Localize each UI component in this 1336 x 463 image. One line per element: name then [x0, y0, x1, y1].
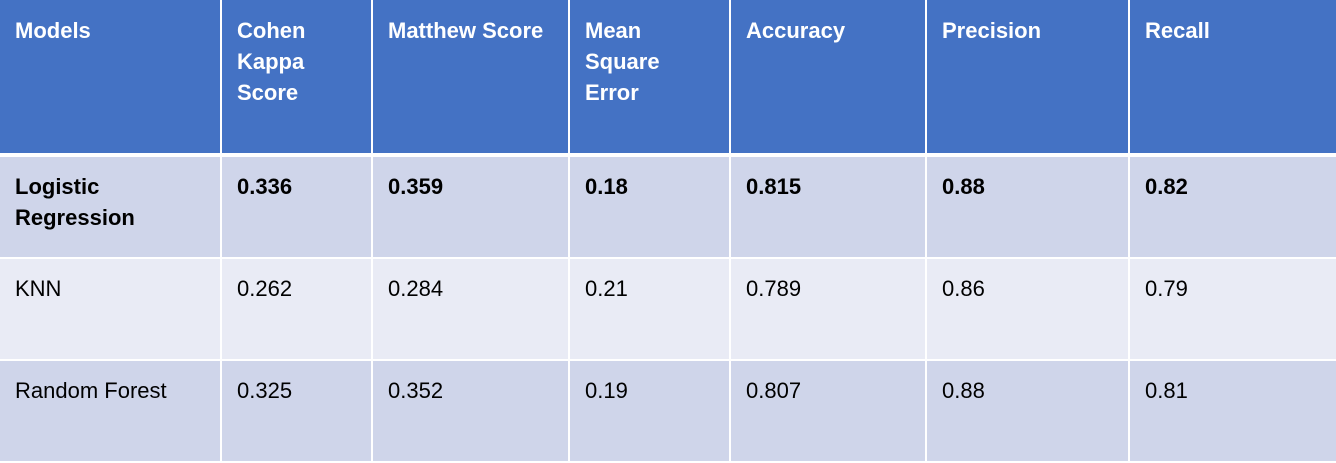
table-cell-matthew: 0.284: [372, 258, 570, 361]
column-header-matthew-score: Matthew Score: [372, 0, 570, 157]
table-cell-accuracy: 0.789: [730, 258, 927, 361]
table-cell-accuracy: 0.815: [730, 155, 927, 259]
table-cell-matthew: 0.359: [372, 155, 570, 259]
table-cell-recall: 0.81: [1129, 360, 1336, 463]
table-cell-recall: 0.79: [1129, 258, 1336, 361]
table-cell-matthew: 0.352: [372, 360, 570, 463]
table-cell-mse: 0.21: [569, 258, 731, 361]
column-header-mean-square-error: Mean Square Error: [569, 0, 731, 157]
column-header-models: Models: [0, 0, 222, 157]
column-header-accuracy: Accuracy: [730, 0, 927, 157]
table-row-logistic-regression: Logistic Regression 0.336 0.359 0.18 0.8…: [0, 155, 1336, 259]
table-cell-mse: 0.18: [569, 155, 731, 259]
table-cell-mse: 0.19: [569, 360, 731, 463]
table-cell-precision: 0.88: [926, 360, 1130, 463]
table-cell-cohen-kappa: 0.325: [221, 360, 373, 463]
table-row-random-forest: Random Forest 0.325 0.352 0.19 0.807 0.8…: [0, 360, 1336, 463]
table-cell-accuracy: 0.807: [730, 360, 927, 463]
column-header-cohen-kappa-score: Cohen Kappa Score: [221, 0, 373, 157]
table-cell-model-name: Logistic Regression: [0, 155, 222, 259]
column-header-precision: Precision: [926, 0, 1130, 157]
table-cell-precision: 0.88: [926, 155, 1130, 259]
table-row-knn: KNN 0.262 0.284 0.21 0.789 0.86 0.79: [0, 258, 1336, 361]
table-cell-model-name: Random Forest: [0, 360, 222, 463]
table-cell-precision: 0.86: [926, 258, 1130, 361]
table-header-row: Models Cohen Kappa Score Matthew Score M…: [0, 0, 1336, 157]
table-cell-model-name: KNN: [0, 258, 222, 361]
table-cell-cohen-kappa: 0.262: [221, 258, 373, 361]
table-cell-recall: 0.82: [1129, 155, 1336, 259]
table-cell-cohen-kappa: 0.336: [221, 155, 373, 259]
column-header-recall: Recall: [1129, 0, 1336, 157]
